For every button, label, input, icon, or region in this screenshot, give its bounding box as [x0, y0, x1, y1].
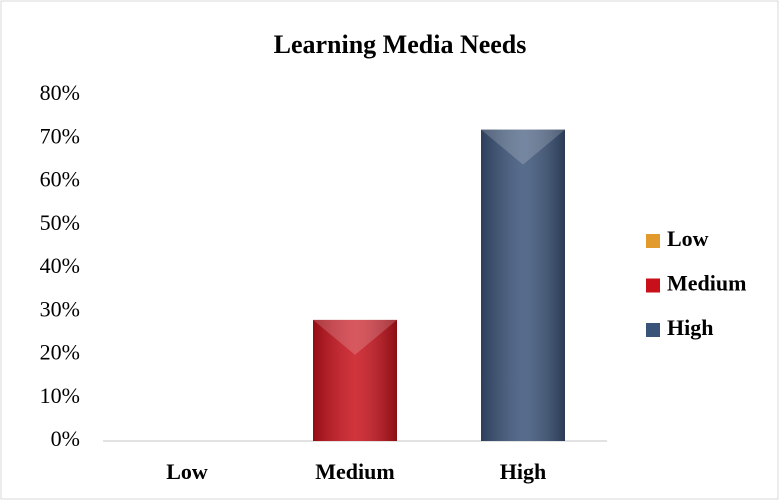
bar-shade — [481, 129, 565, 441]
y-tick-label: 70% — [40, 123, 80, 148]
legend-swatch — [646, 323, 660, 337]
legend-label: Low — [667, 226, 709, 251]
legend-label: Medium — [667, 271, 746, 296]
y-tick-label: 20% — [40, 340, 80, 365]
x-tick-label: Low — [166, 459, 208, 484]
legend-label: High — [667, 315, 713, 340]
bar-shade — [313, 319, 397, 441]
bar-bevel — [481, 129, 565, 165]
y-tick-label: 80% — [40, 80, 80, 105]
bar-bevel — [313, 319, 397, 355]
y-tick-label: 50% — [40, 210, 80, 235]
y-tick-label: 30% — [40, 296, 80, 321]
x-tick-label: Medium — [315, 459, 394, 484]
legend-swatch — [646, 234, 660, 248]
y-tick-label: 40% — [40, 253, 80, 278]
y-tick-label: 0% — [51, 426, 80, 451]
y-tick-label: 60% — [40, 167, 80, 192]
x-tick-label: High — [500, 459, 546, 484]
legend-swatch — [646, 278, 660, 293]
chart-title: Learning Media Needs — [274, 30, 527, 59]
y-tick-label: 10% — [40, 383, 80, 408]
